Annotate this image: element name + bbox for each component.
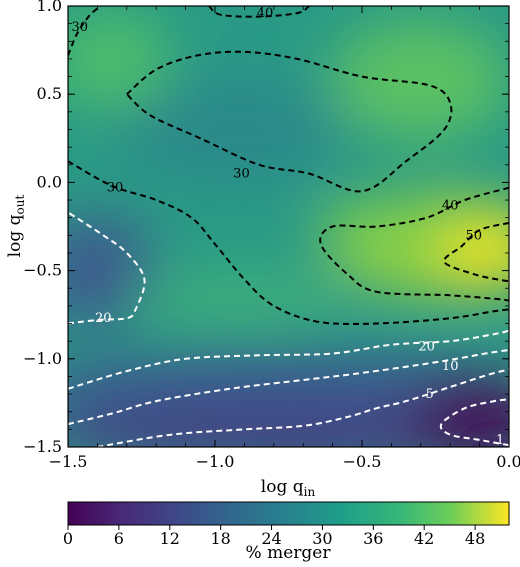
y-tick-label: −1.0 [23, 349, 62, 368]
colorbar-tick-label: 18 [210, 529, 230, 548]
contour-line-20 [68, 211, 146, 325]
y-tick-label: 1.0 [37, 0, 62, 15]
colorbar-ticks: 0 6 12 18 24 30 36 42 48 [63, 525, 485, 548]
contour-label-20: 20 [418, 339, 435, 354]
contour-label-30: 30 [233, 167, 250, 182]
colorbar [67, 501, 510, 526]
contour-line-50 [443, 222, 509, 283]
colorbar-tick-label: 42 [414, 529, 434, 548]
contour-line-30 [68, 160, 509, 325]
colorbar-tick-label: 6 [114, 529, 124, 548]
contour-label-30: 30 [107, 181, 124, 196]
contour-line-5 [97, 368, 509, 447]
x-tick-label: −1.0 [196, 452, 235, 471]
colorbar-tick-label: 12 [160, 529, 180, 548]
contour-label-10: 10 [442, 359, 459, 374]
contour-lines [68, 6, 509, 447]
contour-label-40: 40 [442, 198, 459, 213]
contour-line-20 [68, 329, 509, 390]
contour-line-40 [208, 6, 310, 18]
y-tick-label: 0.5 [37, 84, 62, 103]
y-tick-label: −1.5 [23, 437, 62, 456]
colorbar-tick-label: 36 [363, 529, 383, 548]
x-tick-label: −0.5 [343, 452, 382, 471]
colorbar-tick-label: 48 [465, 529, 485, 548]
y-tick-label: −0.5 [23, 261, 62, 280]
contour-line-10 [68, 349, 509, 426]
contour-label-1: 1 [496, 433, 504, 448]
x-axis-label: log qin [261, 477, 316, 499]
x-tick-label: 0.0 [496, 452, 520, 471]
contour-label-5: 5 [425, 387, 433, 402]
colorbar-tick-label: 0 [63, 529, 73, 548]
y-axis-ticks: −1.5 −1.0 −0.5 0.0 0.5 1.0 [23, 0, 509, 456]
colorbar-tick-label: 30 [312, 529, 332, 548]
contour-labels: 40 30 30 30 40 50 20 20 10 5 1 [71, 6, 504, 448]
contour-label-30: 30 [71, 20, 88, 35]
colorbar-label: % merger [246, 543, 332, 563]
x-tick-label: −1.5 [49, 452, 88, 471]
x-axis-ticks: −1.5 −1.0 −0.5 0.0 [49, 6, 520, 471]
y-axis-label: log qout [5, 195, 27, 258]
contour-line-30 [68, 6, 101, 56]
contour-label-20: 20 [95, 311, 112, 326]
contour-line-40 [319, 186, 509, 302]
heatmap-field [68, 6, 509, 447]
y-tick-label: 0.0 [37, 172, 62, 191]
contour-label-40: 40 [257, 6, 274, 21]
plot-frame [67, 5, 510, 448]
contour-line-1 [439, 398, 509, 447]
colorbar-tick-label: 24 [261, 529, 281, 548]
contour-label-50: 50 [465, 228, 482, 243]
